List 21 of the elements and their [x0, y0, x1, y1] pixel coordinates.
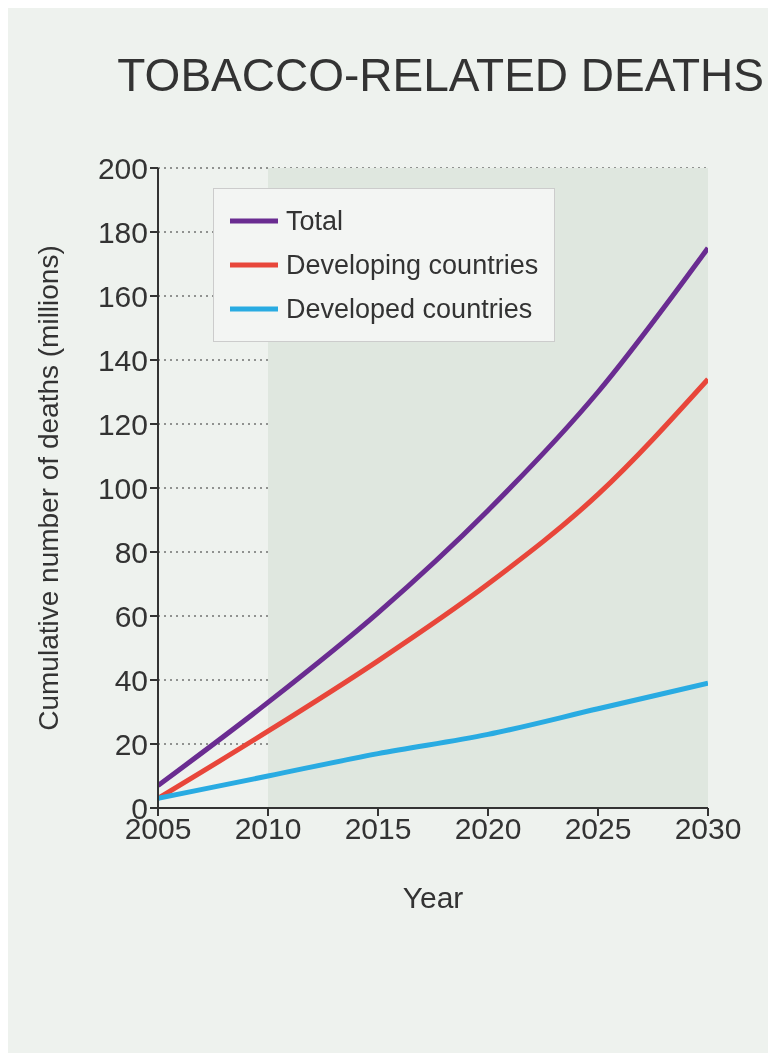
x-axis-title: Year — [402, 881, 464, 914]
y-tick-label: 120 — [97, 407, 148, 441]
x-tick-label: 2025 — [564, 812, 632, 846]
y-axis-title: Cumulative number of deaths (millions) — [32, 245, 64, 731]
x-tick-label: 2030 — [674, 812, 742, 846]
x-tick-label: 2020 — [454, 812, 522, 846]
legend-label: Total — [286, 205, 344, 237]
y-tick-label: 100 — [97, 471, 148, 505]
x-tick-label: 2015 — [344, 812, 412, 846]
y-tick-label: 180 — [97, 215, 148, 249]
x-tick-label: 2010 — [234, 812, 302, 846]
chart-title: TOBACCO-RELATED DEATHS — [117, 48, 764, 102]
y-tick-label: 140 — [97, 343, 148, 377]
legend-label: Developed countries — [286, 293, 533, 325]
y-tick-label: 160 — [97, 279, 148, 313]
y-tick-label: 60 — [114, 599, 148, 633]
y-tick-label: 40 — [114, 663, 148, 697]
y-tick-label: 200 — [97, 151, 148, 185]
legend-label: Developing countries — [286, 249, 539, 281]
y-tick-label: 20 — [114, 727, 148, 761]
y-tick-label: 80 — [114, 535, 148, 569]
